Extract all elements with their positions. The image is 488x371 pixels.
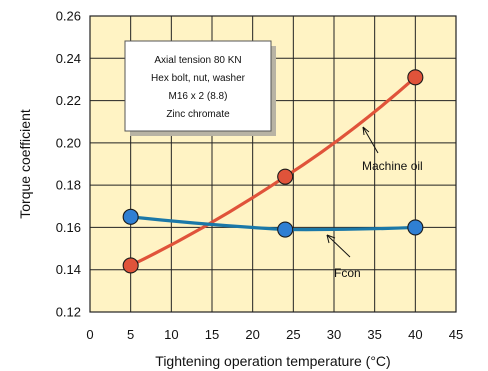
y-tick-label: 0.20	[56, 135, 81, 150]
x-tick-labels: 0 5 10 15 20 25 30 35 40 45	[86, 327, 463, 342]
data-point-fcon	[407, 219, 424, 236]
x-axis-title: Tightening operation temperature (°C)	[155, 353, 390, 369]
y-axis-title: Torque coefficient	[17, 109, 33, 219]
plot-frame	[89, 15, 457, 313]
x-tick-label: 35	[367, 327, 381, 342]
annotation-line-4: Zinc chromate	[166, 109, 230, 120]
machine-oil-pointer	[362, 126, 379, 154]
y-tick-label: 0.18	[56, 178, 81, 193]
y-tick-label: 0.24	[56, 51, 81, 66]
y-tick-label: 0.16	[56, 220, 81, 235]
annotation-line-1: Axial tension 80 KN	[154, 55, 241, 66]
machine-oil-label: Machine oil	[362, 159, 423, 173]
annotation-box: Axial tension 80 KN Hex bolt, nut, washe…	[124, 40, 276, 136]
data-point-machine-oil	[277, 168, 294, 185]
y-tick-label: 0.12	[56, 305, 81, 320]
annotation-frame	[124, 40, 272, 132]
fcon-pointer	[326, 234, 351, 258]
x-tick-label: 25	[286, 327, 300, 342]
data-point-machine-oil	[122, 257, 139, 274]
series-group	[122, 69, 424, 274]
x-tick-label: 45	[449, 327, 463, 342]
x-tick-label: 40	[408, 327, 422, 342]
x-tick-label: 15	[205, 327, 219, 342]
machine-oil-pointer-arrowhead	[362, 126, 370, 136]
data-point-fcon	[122, 208, 139, 225]
x-tick-label: 0	[86, 327, 93, 342]
fcon-label: Fcon	[334, 266, 361, 280]
x-tick-label: 20	[245, 327, 259, 342]
annotation-line-2: Hex bolt, nut, washer	[151, 73, 246, 84]
x-tick-label: 10	[164, 327, 178, 342]
x-tick-label: 5	[127, 327, 134, 342]
annotation-line-3: M16 x 2 (8.8)	[169, 91, 228, 102]
y-tick-label: 0.22	[56, 93, 81, 108]
y-tick-label: 0.26	[56, 9, 81, 24]
series-label-machine-oil: Machine oil	[362, 126, 423, 173]
fcon-pointer-arrowhead	[326, 234, 336, 244]
data-point-machine-oil	[407, 69, 424, 86]
y-tick-labels: 0.12 0.14 0.16 0.18 0.20 0.22 0.24 0.26	[56, 9, 81, 320]
y-tick-label: 0.14	[56, 262, 81, 277]
data-point-fcon	[277, 221, 294, 238]
series-label-fcon: Fcon	[326, 234, 361, 280]
x-tick-label: 30	[327, 327, 341, 342]
